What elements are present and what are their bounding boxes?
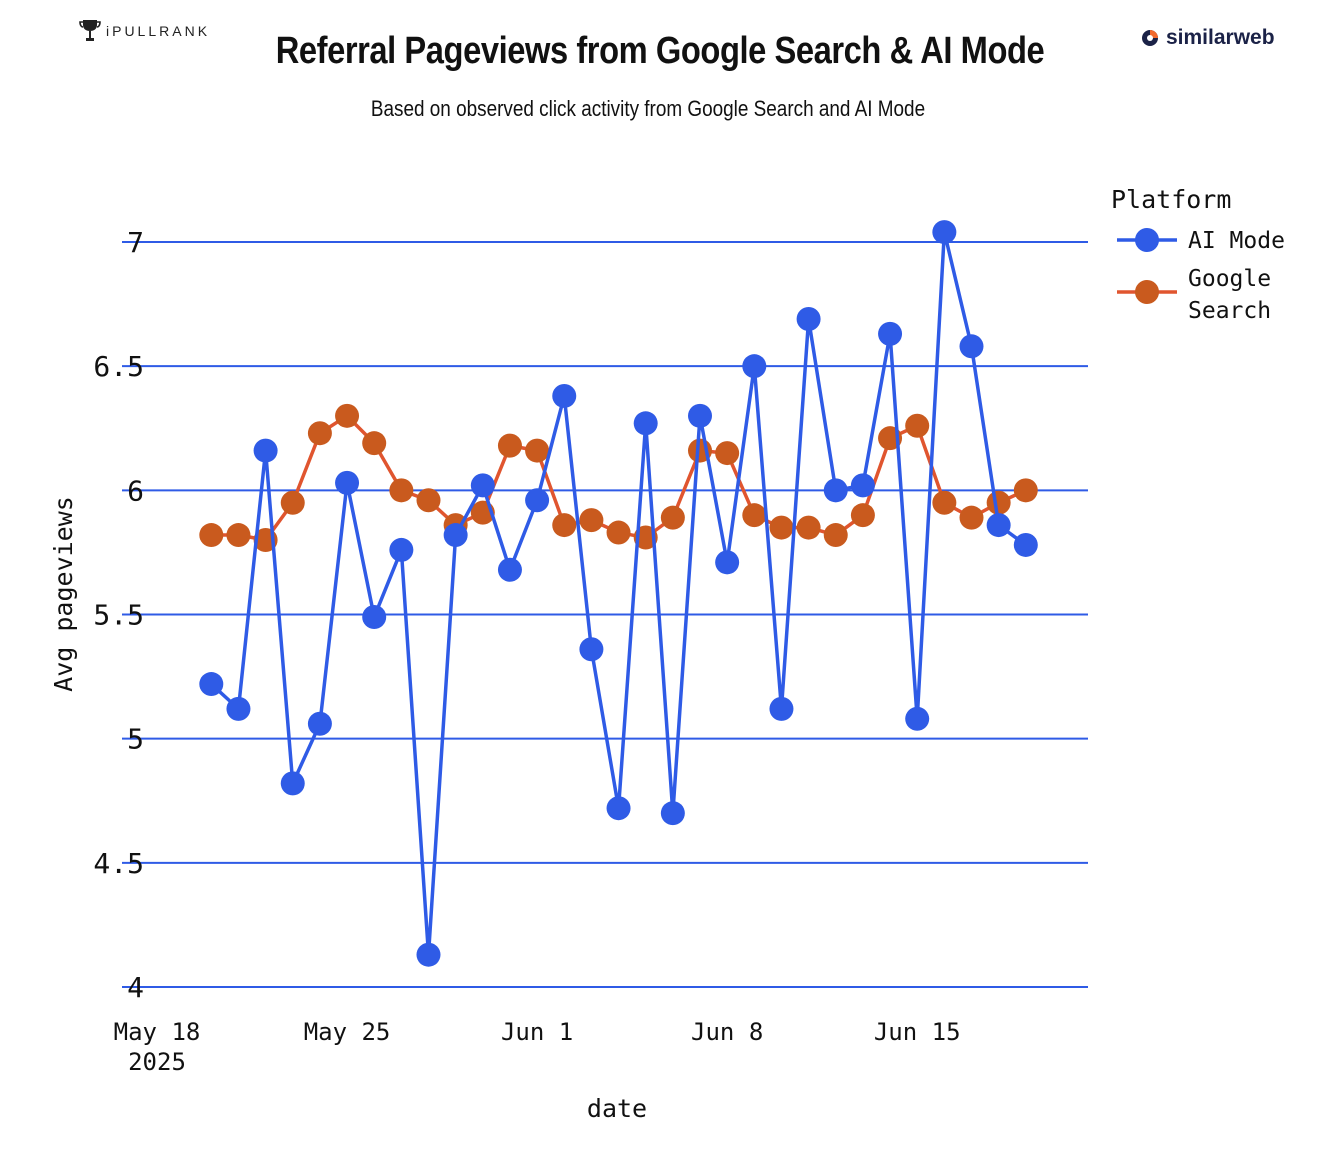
data-point <box>986 513 1011 538</box>
ipullrank-logo-text: iPULLRANK <box>106 23 211 39</box>
series-ai-mode <box>199 220 1038 967</box>
data-point <box>769 696 794 721</box>
data-point <box>959 505 984 530</box>
data-point <box>525 488 550 513</box>
data-point <box>280 490 305 515</box>
y-tick-label: 5 <box>127 723 144 756</box>
x-axis-label: date <box>587 1094 647 1123</box>
legend-label: AI Mode <box>1188 228 1285 254</box>
similarweb-logo-text: similarweb <box>1166 26 1275 49</box>
y-tick-label: 6.5 <box>93 350 144 383</box>
data-point <box>1013 478 1038 503</box>
data-point <box>525 438 550 463</box>
data-point <box>416 488 441 513</box>
data-point <box>742 503 767 528</box>
legend-label: Google Search <box>1188 266 1271 324</box>
gridlines <box>122 241 1088 988</box>
legend: Platform AI Mode Google Search <box>1111 185 1285 324</box>
data-point <box>905 413 930 438</box>
data-point <box>416 942 441 967</box>
legend-item: AI Mode <box>1117 228 1285 254</box>
data-point <box>769 515 794 540</box>
data-point <box>660 801 685 826</box>
y-axis-ticks: 4 4.5 5 5.5 6 6.5 7 <box>93 226 144 1004</box>
legend-marker <box>1135 280 1159 304</box>
x-tick-label: Jun 1 <box>501 1018 573 1046</box>
series-google-search <box>199 403 1038 552</box>
legend-item: Google Search <box>1117 266 1271 324</box>
trophy-icon <box>79 20 101 41</box>
data-point <box>579 508 604 533</box>
x-tick-label: Jun 8 <box>691 1018 763 1046</box>
data-point <box>606 520 631 545</box>
data-point <box>796 306 821 331</box>
data-point <box>823 478 848 503</box>
data-point <box>932 490 957 515</box>
x-tick-label: May 25 <box>304 1018 391 1046</box>
series-line <box>210 230 1027 957</box>
data-point <box>660 505 685 530</box>
data-point <box>470 473 495 498</box>
chart-title: Referral Pageviews from Google Search & … <box>275 30 1045 72</box>
data-point <box>443 523 468 548</box>
data-point <box>362 431 387 456</box>
chart-subtitle: Based on observed click activity from Go… <box>370 96 926 121</box>
data-point <box>226 696 251 721</box>
data-point <box>742 354 767 379</box>
x-tick-label: Jun 15 <box>874 1018 961 1046</box>
data-point <box>823 523 848 548</box>
similarweb-mark-icon <box>1142 30 1158 46</box>
data-point <box>497 433 522 458</box>
data-point <box>850 473 875 498</box>
data-point <box>715 550 740 575</box>
data-point <box>226 523 251 548</box>
data-point <box>850 503 875 528</box>
similarweb-logo: similarweb <box>1140 26 1275 50</box>
data-point <box>199 523 224 548</box>
data-point <box>796 515 821 540</box>
data-point <box>362 604 387 629</box>
y-tick-label: 7 <box>127 226 144 259</box>
data-point <box>199 672 224 697</box>
data-point <box>1013 532 1038 557</box>
data-point <box>959 334 984 359</box>
data-point <box>715 441 740 466</box>
data-point <box>905 706 930 731</box>
y-tick-label: 5.5 <box>93 599 144 632</box>
x-tick-sublabel: 2025 <box>128 1048 186 1076</box>
data-point <box>253 438 278 463</box>
data-point <box>552 383 577 408</box>
data-point <box>335 403 360 428</box>
data-point <box>579 637 604 662</box>
data-point <box>307 421 332 446</box>
data-point <box>552 513 577 538</box>
data-point <box>307 711 332 736</box>
x-tick-label: May 18 <box>114 1018 201 1046</box>
legend-title: Platform <box>1111 185 1231 214</box>
data-point <box>878 321 903 346</box>
y-tick-label: 4.5 <box>93 847 144 880</box>
data-point <box>932 220 957 245</box>
data-point <box>280 771 305 796</box>
data-point <box>335 470 360 495</box>
data-point <box>389 537 414 562</box>
data-point <box>688 403 712 428</box>
data-point <box>633 411 658 436</box>
y-axis-label: Avg pageviews <box>49 496 78 692</box>
data-point <box>497 557 522 582</box>
series-layer <box>199 220 1038 967</box>
data-point <box>389 478 414 503</box>
ipullrank-logo: iPULLRANK <box>78 18 210 44</box>
legend-marker <box>1135 228 1159 252</box>
data-point <box>606 796 631 821</box>
data-point <box>986 490 1011 515</box>
y-tick-label: 4 <box>127 971 144 1004</box>
y-tick-label: 6 <box>127 474 144 507</box>
